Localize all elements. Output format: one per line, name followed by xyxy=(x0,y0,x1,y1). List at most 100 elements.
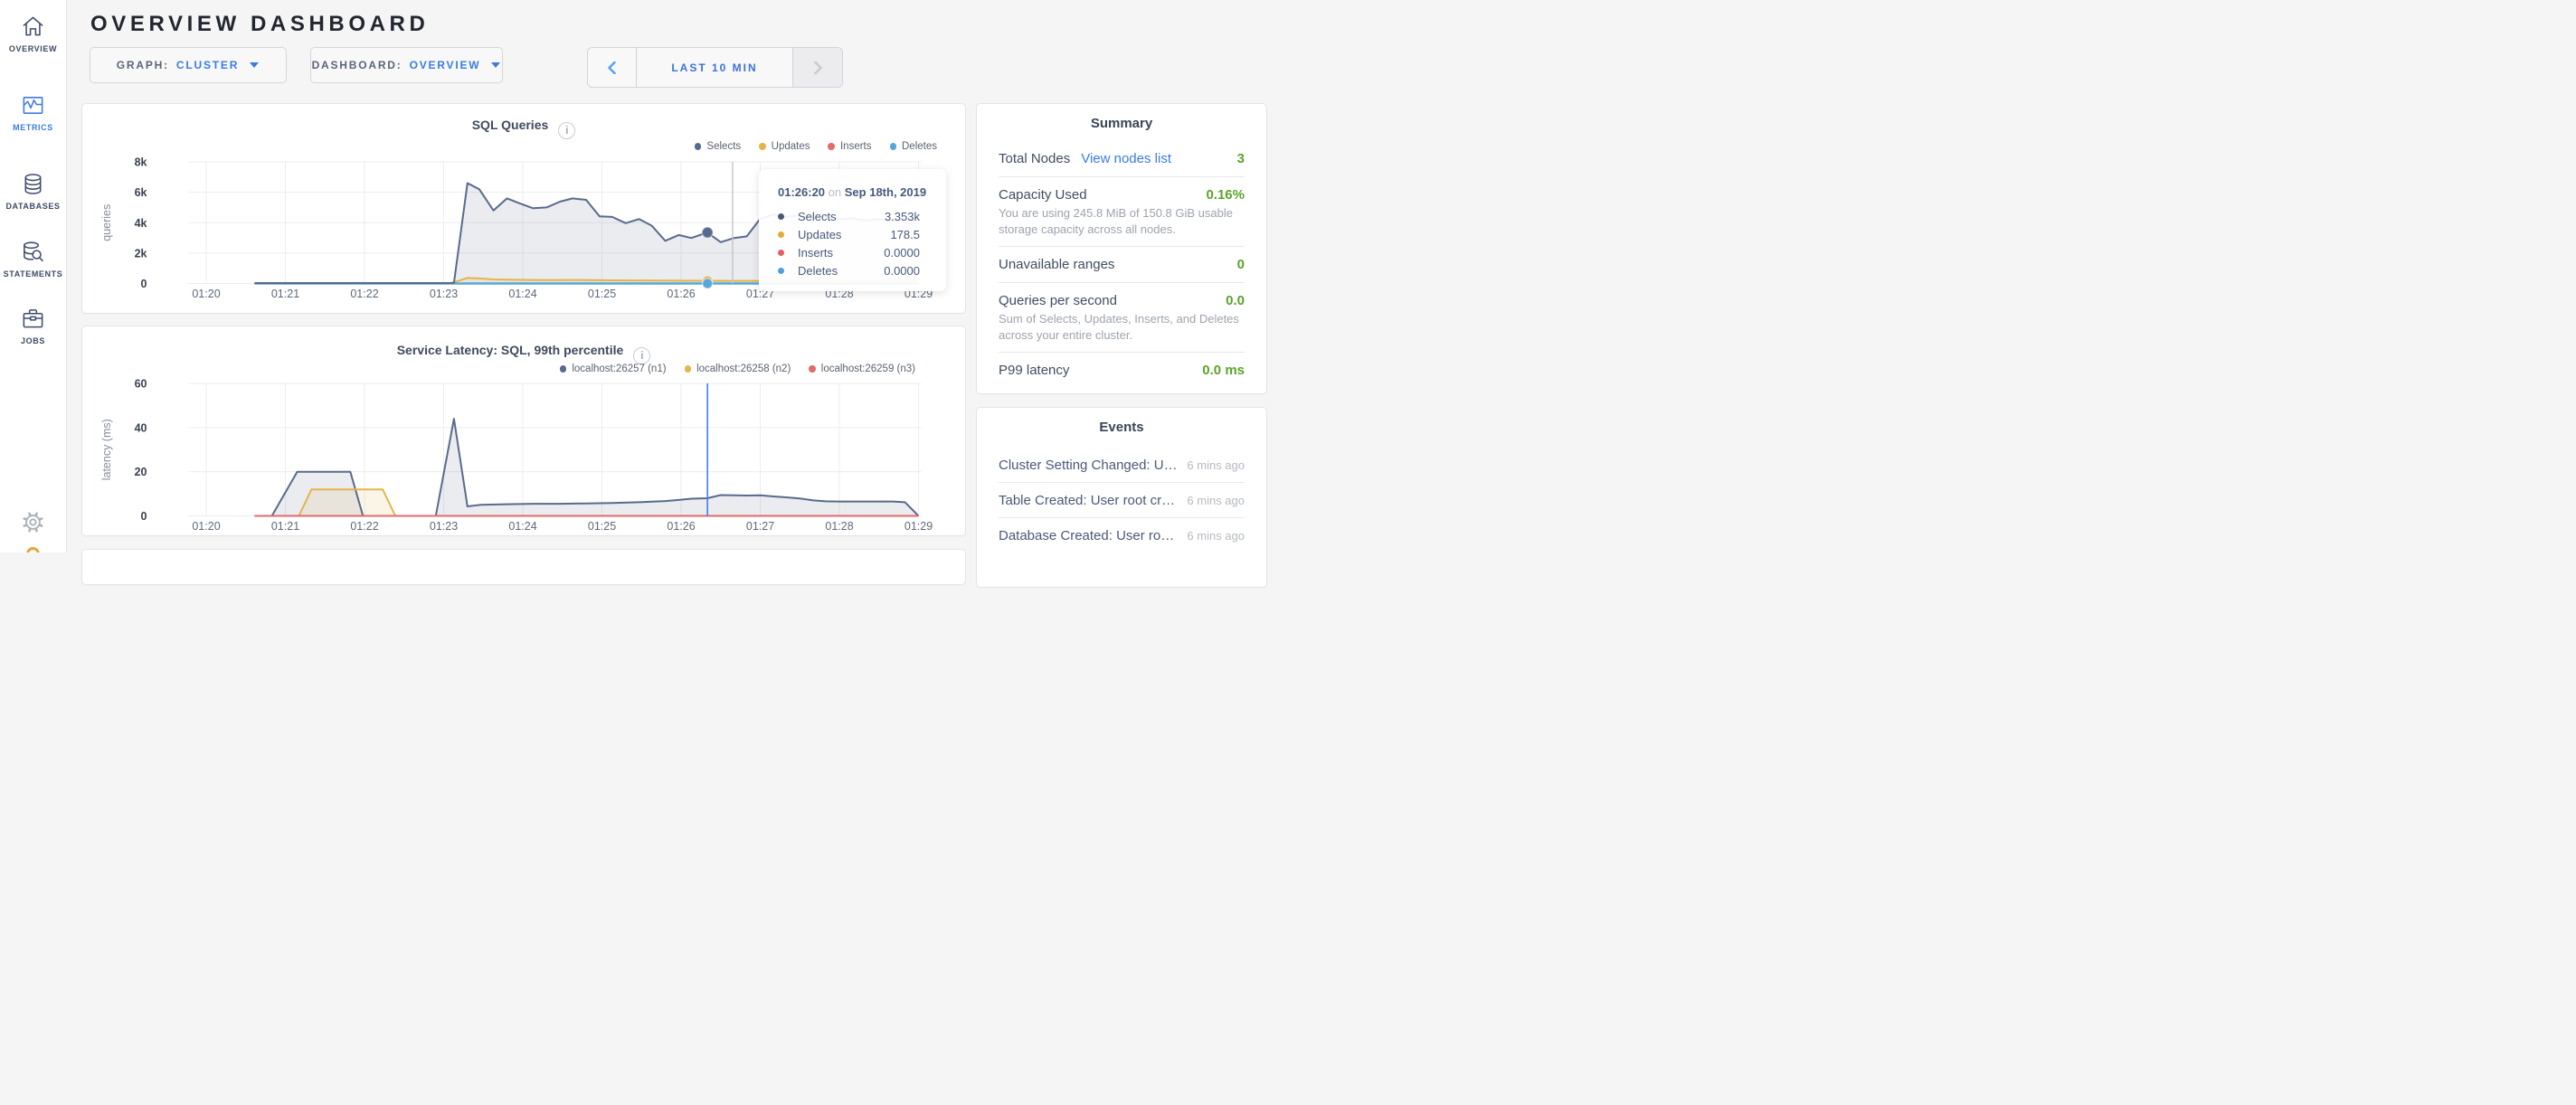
summary-row-value: 0 xyxy=(1236,257,1245,272)
summary-row: P99 latency 0.0 ms xyxy=(999,353,1245,388)
tooltip-row: Updates 178.5 xyxy=(778,225,920,243)
y-tick-label: 6k xyxy=(135,186,147,199)
tooltip-series-value: 178.5 xyxy=(890,227,920,241)
tooltip-series-name: Inserts xyxy=(798,245,834,260)
y-tick-label: 60 xyxy=(135,378,147,391)
event-row[interactable]: Cluster Setting Changed: U… 6 mins ago xyxy=(999,448,1245,483)
sidebar-item-overview[interactable]: OVERVIEW xyxy=(0,14,66,53)
summary-row-label: Unavailable ranges xyxy=(999,257,1115,272)
sidebar-item-label: OVERVIEW xyxy=(8,44,58,53)
graph-dropdown[interactable]: GRAPH: CLUSTER xyxy=(90,47,287,83)
next-chart-card-partial xyxy=(81,549,966,585)
graph-dropdown-label: GRAPH: xyxy=(116,59,169,71)
events-panel-title: Events xyxy=(1099,420,1144,435)
y-tick-label: 0 xyxy=(141,278,147,290)
legend-item[interactable]: localhost:26259 (n3) xyxy=(809,364,915,374)
tooltip-header: 01:26:20 on Sep 18th, 2019 xyxy=(778,185,926,199)
series-area-selects xyxy=(254,183,919,284)
x-tick-label: 01:22 xyxy=(350,520,378,533)
legend-dot-icon xyxy=(759,143,766,150)
time-window-label[interactable]: LAST 10 MIN xyxy=(671,61,758,74)
legend-item[interactable]: Inserts xyxy=(828,141,872,152)
time-window-next-button[interactable] xyxy=(792,48,842,87)
sidebar-item-statements[interactable]: STATEMENTS xyxy=(0,240,66,279)
legend-item[interactable]: Selects xyxy=(694,141,741,152)
tooltip-series-name: Updates xyxy=(798,227,842,241)
service-latency-chart-title: Service Latency: SQL, 99th percentile xyxy=(396,343,624,357)
caret-down-icon xyxy=(491,62,501,68)
event-row[interactable]: Database Created: User ro… 6 mins ago xyxy=(999,518,1245,553)
legend-item[interactable]: localhost:26258 (n2) xyxy=(684,364,791,374)
x-tick-label: 01:23 xyxy=(430,520,458,533)
page-title: OVERVIEW DASHBOARD xyxy=(90,12,430,36)
graph-dropdown-value: CLUSTER xyxy=(175,59,240,71)
legend-label: localhost:26259 (n3) xyxy=(820,364,915,374)
settings-button[interactable] xyxy=(0,512,66,537)
x-tick-label: 01:20 xyxy=(192,288,220,300)
series-area-localhost-26257-n1- xyxy=(254,419,919,516)
event-row[interactable]: Table Created: User root cr… 6 mins ago xyxy=(999,483,1245,518)
x-tick-label: 01:24 xyxy=(508,288,536,300)
jobs-icon xyxy=(23,309,43,328)
legend-dot-icon xyxy=(694,143,702,150)
summary-row-link[interactable]: View nodes list xyxy=(1081,151,1171,166)
info-icon[interactable]: i xyxy=(558,122,576,139)
event-time: 6 mins ago xyxy=(1187,529,1245,543)
x-tick-label: 01:28 xyxy=(825,520,853,533)
tooltip-row: Deletes 0.0000 xyxy=(778,261,920,279)
y-tick-label: 4k xyxy=(135,217,147,230)
summary-row-label: Capacity Used xyxy=(999,187,1087,203)
legend-item[interactable]: localhost:26257 (n1) xyxy=(559,364,667,374)
tooltip-row: Inserts 0.0000 xyxy=(778,243,920,261)
sidebar-item-label: STATEMENTS xyxy=(3,269,63,279)
legend-dot-icon xyxy=(828,143,835,150)
x-tick-label: 01:25 xyxy=(588,288,616,300)
tooltip-series-value: 0.0000 xyxy=(884,245,920,260)
y-tick-label: 0 xyxy=(141,510,147,523)
tooltip-joiner: on xyxy=(828,185,842,199)
x-tick-label: 01:26 xyxy=(667,288,695,300)
x-tick-label: 01:24 xyxy=(508,520,536,533)
summary-row: Total Nodes View nodes list 3 xyxy=(999,135,1245,177)
service-latency-chart-ylabel: latency (ms) xyxy=(100,419,113,480)
service-latency-chart-card: Service Latency: SQL, 99th percentile i lo… xyxy=(81,326,966,536)
chevron-right-icon xyxy=(813,61,822,74)
x-tick-label: 01:27 xyxy=(746,520,774,533)
sidebar-item-databases[interactable]: DATABASES xyxy=(0,172,66,211)
sidebar-item-label: METRICS xyxy=(13,123,53,132)
x-tick-label: 01:20 xyxy=(192,520,220,533)
event-text: Cluster Setting Changed: U… xyxy=(999,457,1178,473)
summary-row-label: P99 latency xyxy=(999,363,1070,378)
chart-hover-tooltip: 01:26:20 on Sep 18th, 2019 Selects 3.353k… xyxy=(759,169,946,291)
legend-label: localhost:26258 (n2) xyxy=(696,364,791,374)
summary-row-value: 3 xyxy=(1236,151,1245,166)
legend-dot-icon xyxy=(559,365,567,373)
dashboard-dropdown-label: DASHBOARD: xyxy=(311,59,402,71)
summary-row-label: Total Nodes xyxy=(999,151,1071,166)
info-icon[interactable]: i xyxy=(633,347,651,364)
events-panel: Events Cluster Setting Changed: U… 6 mins… xyxy=(976,407,1267,588)
sidebar-item-jobs[interactable]: JOBS xyxy=(0,307,66,345)
legend-label: Updates xyxy=(771,141,810,152)
summary-row: Capacity Used 0.16% You are using 245.8 Mi… xyxy=(999,177,1245,247)
x-tick-label: 01:26 xyxy=(667,520,695,533)
dashboard-dropdown[interactable]: DASHBOARD: OVERVIEW xyxy=(310,47,503,83)
sidebar-item-metrics[interactable]: METRICS xyxy=(0,93,66,132)
legend-dot-icon xyxy=(809,365,816,373)
tooltip-series-value: 3.353k xyxy=(884,209,920,223)
tooltip-row: Selects 3.353k xyxy=(778,207,920,225)
gear-icon xyxy=(23,512,43,533)
legend-item[interactable]: Deletes xyxy=(889,141,937,152)
summary-panel: Summary Total Nodes View nodes list 3 Capac… xyxy=(976,103,1267,394)
legend-label: Deletes xyxy=(902,141,937,152)
legend-item[interactable]: Updates xyxy=(759,141,810,152)
x-tick-label: 01:22 xyxy=(350,288,378,300)
tooltip-series-dot-icon xyxy=(778,231,784,238)
service-latency-chart-plot: 0 20 40 60 01:20 01:21 01:22 01:23 01:24 01:25 01:… xyxy=(100,378,933,534)
hover-point-dot xyxy=(701,226,714,239)
yellow-circle-icon[interactable] xyxy=(26,547,40,552)
y-tick-label: 20 xyxy=(135,466,147,478)
time-window-prev-button[interactable] xyxy=(588,48,637,87)
sidebar-item-label: DATABASES xyxy=(5,202,61,211)
event-text: Table Created: User root cr… xyxy=(999,492,1176,508)
